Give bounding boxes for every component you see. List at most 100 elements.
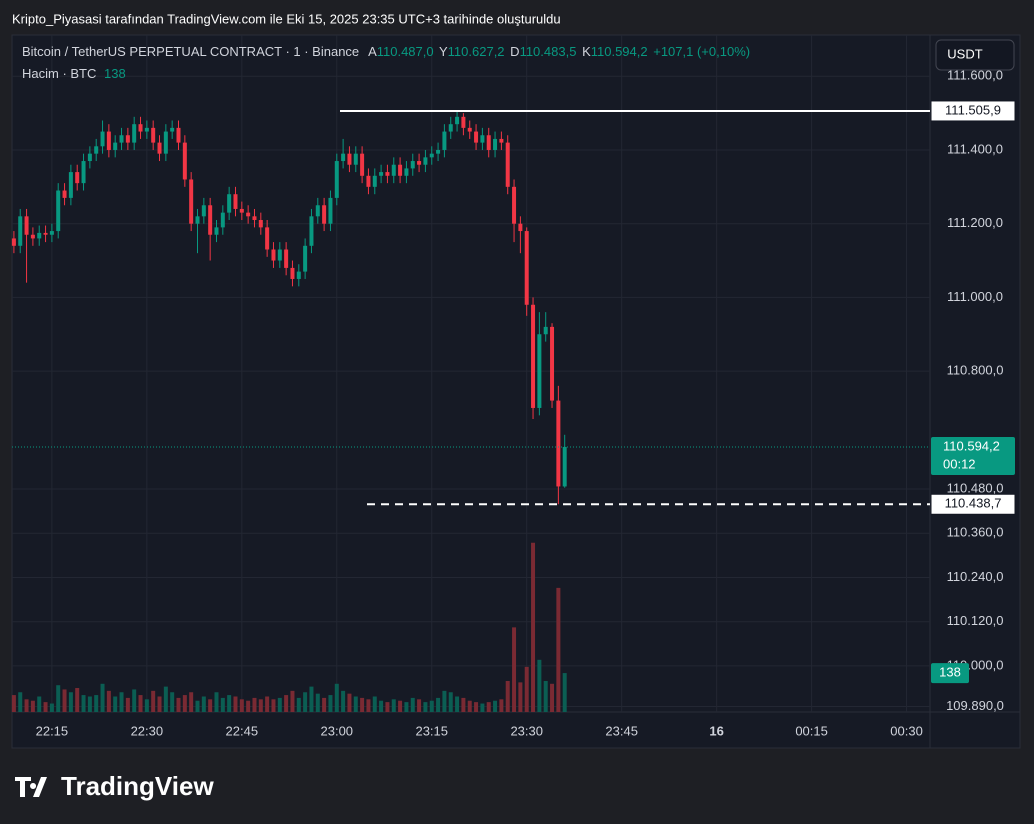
candle-body [284,249,289,268]
volume-bar [208,699,213,712]
volume-bar [49,703,54,712]
volume-bar [30,700,35,712]
candle-body [100,131,105,147]
candle-body [353,153,358,165]
volume-tag-label: 138 [939,665,961,680]
candle-body [499,138,504,143]
candle-body [11,238,16,246]
volume-bar [436,697,441,712]
volume-bar [347,693,352,712]
volume-bar [448,692,453,712]
volume-bar [322,697,327,712]
candle-body [68,172,73,198]
volume-bar [170,692,175,712]
candle-body [296,271,301,279]
candle-body [556,400,561,487]
volume-bar [195,700,200,712]
candle-body [391,164,396,176]
candle-body [75,172,80,184]
ohlc-value: 110.594,2 [591,44,648,59]
volume-bar [189,692,194,712]
x-tick-label: 00:30 [890,723,923,738]
y-tick-label: 111.000,0 [947,289,1003,304]
candle-body [531,304,536,408]
candle-body [322,205,327,224]
volume-bar [505,680,510,712]
x-tick-label: 22:30 [131,723,164,738]
x-tick-label: 22:45 [226,723,259,738]
price-tag-label: 110.438,7 [945,496,1002,511]
volume-bar [423,702,428,712]
x-tick-label: 00:15 [795,723,828,738]
currency-button[interactable] [935,39,1015,71]
logo-icon [15,777,47,797]
candle-body [119,135,124,143]
candle-body [562,446,567,487]
price-tag [930,493,1016,515]
volume-bar [24,699,29,712]
ohlc-label: D [510,44,519,59]
volume-bar [474,702,479,712]
candle-body [227,194,232,213]
candle-body [537,334,542,408]
volume-bar [18,692,23,712]
volume-bar [429,700,434,712]
volume-bar [499,699,504,712]
ohlc-label: Y [439,44,448,59]
countdown: 00:12 [943,456,976,471]
currency[interactable]: USDT [947,46,982,61]
ohlc-label: A [368,44,377,59]
candle-body [151,127,156,143]
volume-bar [100,683,105,712]
candle-body [87,153,92,162]
candle-body [220,212,225,228]
volume-bar [410,697,415,712]
x-tick-label: 23:45 [605,723,638,738]
volume-bar [138,695,143,712]
volume-bar [125,697,130,712]
volume-bar [537,659,542,712]
plot [11,109,930,712]
candle-body [271,249,276,261]
candle-body [208,205,213,235]
candle-body [436,149,441,154]
volume-bar [341,690,346,712]
candle-body [62,190,67,198]
volume-bar [214,692,219,712]
volume-bar [176,697,181,712]
candle-body [132,124,137,143]
candle-body [252,216,257,221]
price-tag [930,100,1016,122]
volume-bar [379,700,384,712]
volume-bar [461,697,466,712]
candle-body [360,153,365,176]
candle-body [246,212,251,217]
candle-body [410,161,415,169]
candle-body [347,153,352,165]
candle-body [214,227,219,235]
x-tick-label: 16 [709,723,723,738]
candle-body [176,127,181,143]
y-tick-label: 110.120,0 [947,613,1004,628]
candle-body [189,179,194,224]
volume-bar [303,692,308,712]
volume-bar [220,697,225,712]
candle-body [258,220,263,228]
volume-bar [524,666,529,712]
volume-bar [404,702,409,712]
price-tag-label: 111.505,9 [945,102,1001,117]
volume-bar [334,683,339,712]
volume-bar [144,699,149,712]
volume-bar [562,673,567,712]
candle-body [163,131,168,154]
volume-bar [43,702,48,712]
volume-bar [442,690,447,712]
candle-body [138,124,143,132]
volume-bar [398,700,403,712]
volume-bar [119,692,124,712]
last-price-label: 110.594,2 [943,438,1000,453]
volume-bar [62,689,67,712]
x-tick-label: 22:15 [36,723,69,738]
candle-body [474,131,479,143]
x-tick-label: 23:00 [321,723,354,738]
